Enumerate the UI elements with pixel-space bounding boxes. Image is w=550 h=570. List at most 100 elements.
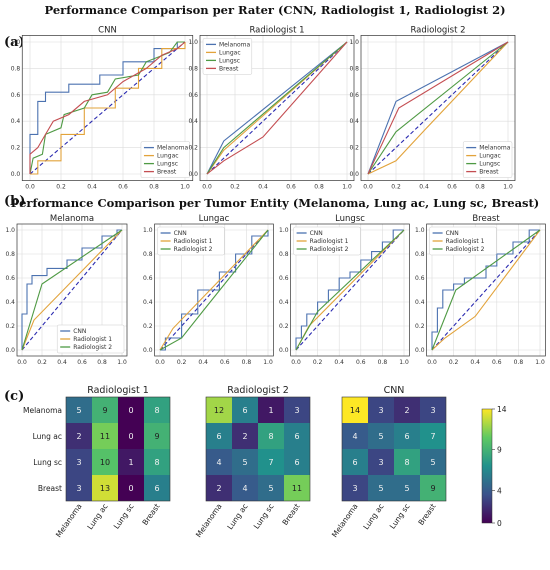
y-tick-label: 1.0	[349, 39, 359, 46]
heatmap-cell	[284, 449, 310, 475]
plot-title: Lungsc	[335, 214, 365, 224]
heatmap-cell-value: 6	[154, 484, 159, 493]
heatmap-cell	[420, 475, 446, 501]
heatmap-cell-value: 9	[430, 484, 435, 493]
legend-label: Radiologist 2	[310, 246, 349, 253]
heatmap-cell-value: 4	[216, 458, 221, 467]
legend-label: Breast	[479, 169, 499, 176]
legend-label: Melanoma	[157, 145, 189, 152]
x-tick-label: 1.0	[117, 359, 127, 366]
heatmap-cell-value: 9	[102, 406, 107, 415]
series-line-cnn	[21, 229, 122, 350]
x-tick-label: 1.0	[263, 359, 273, 366]
heatmap-cell-value: 5	[430, 458, 435, 467]
heatmap-cell	[368, 423, 394, 449]
plot-frame	[199, 35, 355, 181]
y-tick-label: 0.0	[188, 171, 198, 178]
legend-label: Lungsc	[157, 161, 178, 168]
x-tick-label: 0.6	[220, 359, 230, 366]
heatmap-title: Radiologist 1	[87, 385, 149, 396]
heatmap-cell	[232, 397, 258, 423]
x-tick-label: 0.6	[118, 184, 128, 191]
heatmap-frame	[205, 396, 311, 502]
heatmap-cell-value: 3	[76, 458, 81, 467]
series-line-radiologist-1	[431, 229, 541, 351]
chance-line	[21, 229, 123, 351]
y-tick-label: 0.4	[188, 118, 198, 125]
y-tick-label: 0.8	[279, 251, 289, 258]
heatmap-cell-value: 7	[430, 432, 435, 441]
y-tick-label: 0.8	[143, 251, 153, 258]
y-tick-label: 0.6	[143, 275, 153, 282]
colorbar-tick-label: 4	[497, 486, 502, 495]
x-tick-label: 0.4	[470, 359, 480, 366]
heatmap-cell	[342, 397, 368, 423]
legend-label: Lungsc	[479, 161, 500, 168]
heatmap-cell	[92, 423, 118, 449]
heatmap-col-label: Breast	[416, 502, 437, 527]
y-tick-label: 0.4	[415, 299, 425, 306]
chance-line	[295, 229, 405, 351]
series-line-lungsc	[206, 41, 348, 175]
heatmap-cell	[394, 397, 420, 423]
heatmap-cell	[118, 475, 144, 501]
x-tick-label: 0.0	[291, 359, 301, 366]
x-tick-label: 0.8	[514, 359, 524, 366]
x-tick-label: 0.0	[25, 184, 35, 191]
series-line-melanoma	[367, 41, 509, 175]
plot-frame	[426, 223, 546, 357]
x-tick-label: 1.0	[399, 359, 409, 366]
heatmap-col-label: Lung sc	[388, 502, 412, 531]
heatmap-col-label: Lung ac	[361, 502, 385, 531]
y-tick-label: 0.6	[11, 92, 21, 99]
legend-label: Radiologist 1	[174, 238, 213, 245]
series-line-radiologist-2	[431, 229, 541, 351]
legend-label: CNN	[310, 230, 323, 237]
y-tick-label: 0.2	[143, 323, 153, 330]
y-tick-label: 0.0	[143, 347, 153, 354]
heatmap-cell	[258, 449, 284, 475]
legend-box	[140, 141, 190, 178]
heatmap-cell	[368, 397, 394, 423]
heatmap-row-label: Lung ac	[33, 432, 62, 441]
heatmap-cell	[284, 475, 310, 501]
x-tick-label: 1.0	[180, 184, 190, 191]
roc-chart-2: 0.0 0.0 0.2 0.2 0.4 0.4 0.6 0.6 0.8 0.8 1.0 1.0 Radi…	[349, 25, 516, 191]
heatmap-cell-value: 6	[294, 432, 299, 441]
x-tick-label: 0.6	[286, 184, 296, 191]
plot-title: Melanoma	[50, 214, 94, 224]
heatmap-cell	[284, 397, 310, 423]
heatmap-cell	[66, 397, 92, 423]
heatmap-cell-value: 5	[268, 484, 273, 493]
series-line-radiologist-2	[295, 229, 405, 351]
heatmap-cell-value: 7	[268, 458, 273, 467]
heatmap-cell-value: 5	[378, 432, 383, 441]
heatmap-cell-value: 2	[216, 484, 221, 493]
roc-chart-3: 0.00.0 0.2 0.2 0.4 0.4 0.6 0.6 0.8 0.8 1.0 1.0 Mela…	[5, 214, 128, 366]
heatmap-cell	[66, 475, 92, 501]
heatmap-cell-value: 6	[216, 432, 221, 441]
heatmap-frame	[341, 396, 447, 502]
x-tick-label: 0.6	[77, 359, 87, 366]
roc-chart-1: 0.0 0.0 0.2 0.2 0.4 0.4 0.6 0.6 0.8 0.8 1.0 1.0 Radi…	[188, 25, 355, 191]
x-tick-label: 0.8	[97, 359, 107, 366]
heatmap-cell	[284, 423, 310, 449]
y-tick-label: 1.0	[415, 227, 425, 234]
series-line-cnn	[295, 229, 404, 350]
legend-box	[462, 141, 513, 178]
y-tick-label: 0.0	[415, 347, 425, 354]
y-tick-label: 0.8	[5, 251, 15, 258]
heatmap-cell	[206, 397, 232, 423]
heatmap-cell-value: 3	[430, 406, 435, 415]
y-tick-label: 0.2	[11, 145, 21, 152]
legend-label: Lungac	[157, 153, 179, 160]
x-tick-label: 0.0	[155, 359, 165, 366]
heatmap-cell	[144, 423, 170, 449]
x-tick-label: 0.2	[37, 359, 47, 366]
heatmap-title: CNN	[384, 385, 405, 396]
y-tick-label: 0.8	[11, 65, 21, 72]
heatmap-cell	[92, 475, 118, 501]
heatmap-cell	[394, 423, 420, 449]
